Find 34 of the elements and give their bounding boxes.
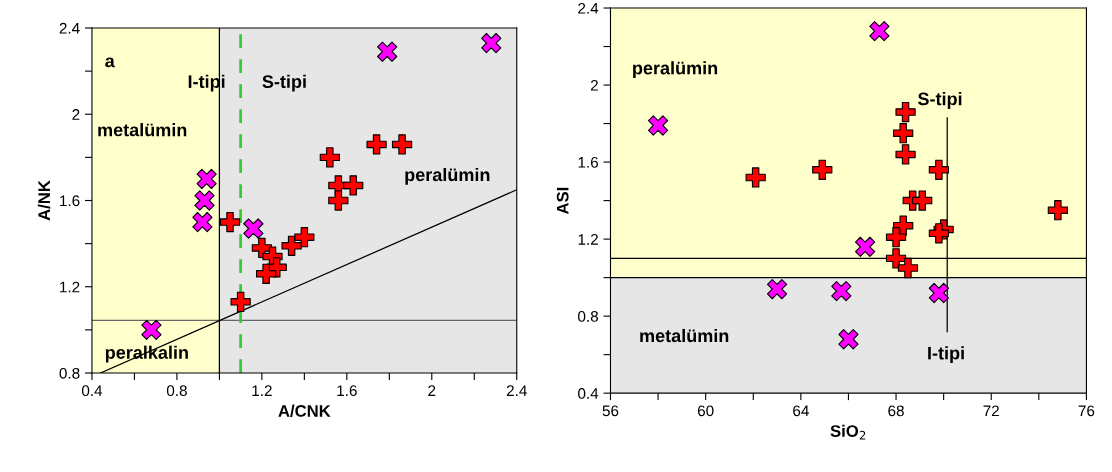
annotation: peralümin [405, 167, 490, 185]
y-axis-title: ASI [556, 187, 569, 215]
y-tick-label: 1.6 [60, 195, 80, 207]
y-tick-label: 0.8 [59, 367, 80, 379]
y-tick-label: 2.4 [59, 22, 80, 34]
x-tick-label: 56 [602, 405, 619, 417]
y-tick-label: 0.8 [578, 311, 599, 322]
y-tick-label: 1.2 [578, 233, 598, 245]
annotation: I-tipi [928, 346, 964, 364]
x-tick-label: 72 [983, 405, 999, 417]
y-tick-label: 1.6 [578, 156, 599, 168]
x-tick-label: 76 [1078, 405, 1095, 417]
y-tick-label: 2 [72, 109, 80, 120]
y-tick-label: 1.2 [60, 281, 80, 293]
y-axis-title: A/NK [37, 180, 51, 221]
x-tick-label: 68 [888, 405, 904, 417]
x-tick-label: 2.4 [506, 385, 527, 396]
x-tick-label: 60 [697, 405, 714, 417]
x-tick-label: 1.2 [252, 385, 272, 396]
annotation: S-tipi [262, 74, 306, 92]
x-tick-label: 0.4 [81, 385, 103, 397]
annotation: S-tipi [917, 92, 962, 109]
x-tick-label: 2 [428, 385, 436, 396]
y-tick-label: 2 [590, 79, 598, 91]
annotation: metalümin [640, 328, 729, 343]
x-tick-label: 64 [793, 405, 809, 417]
x-tick-label: 0.8 [166, 385, 187, 397]
x-tick-label: 1.6 [337, 385, 357, 397]
x-axis-title: A/CNK [278, 404, 331, 418]
y-tick-label: 2.4 [578, 2, 599, 14]
annotation: a [105, 57, 115, 68]
annotation: peralümin [633, 61, 718, 79]
annotation: metalümin [98, 123, 187, 137]
x-axis-title: SiO$_{2}$ [830, 424, 866, 440]
